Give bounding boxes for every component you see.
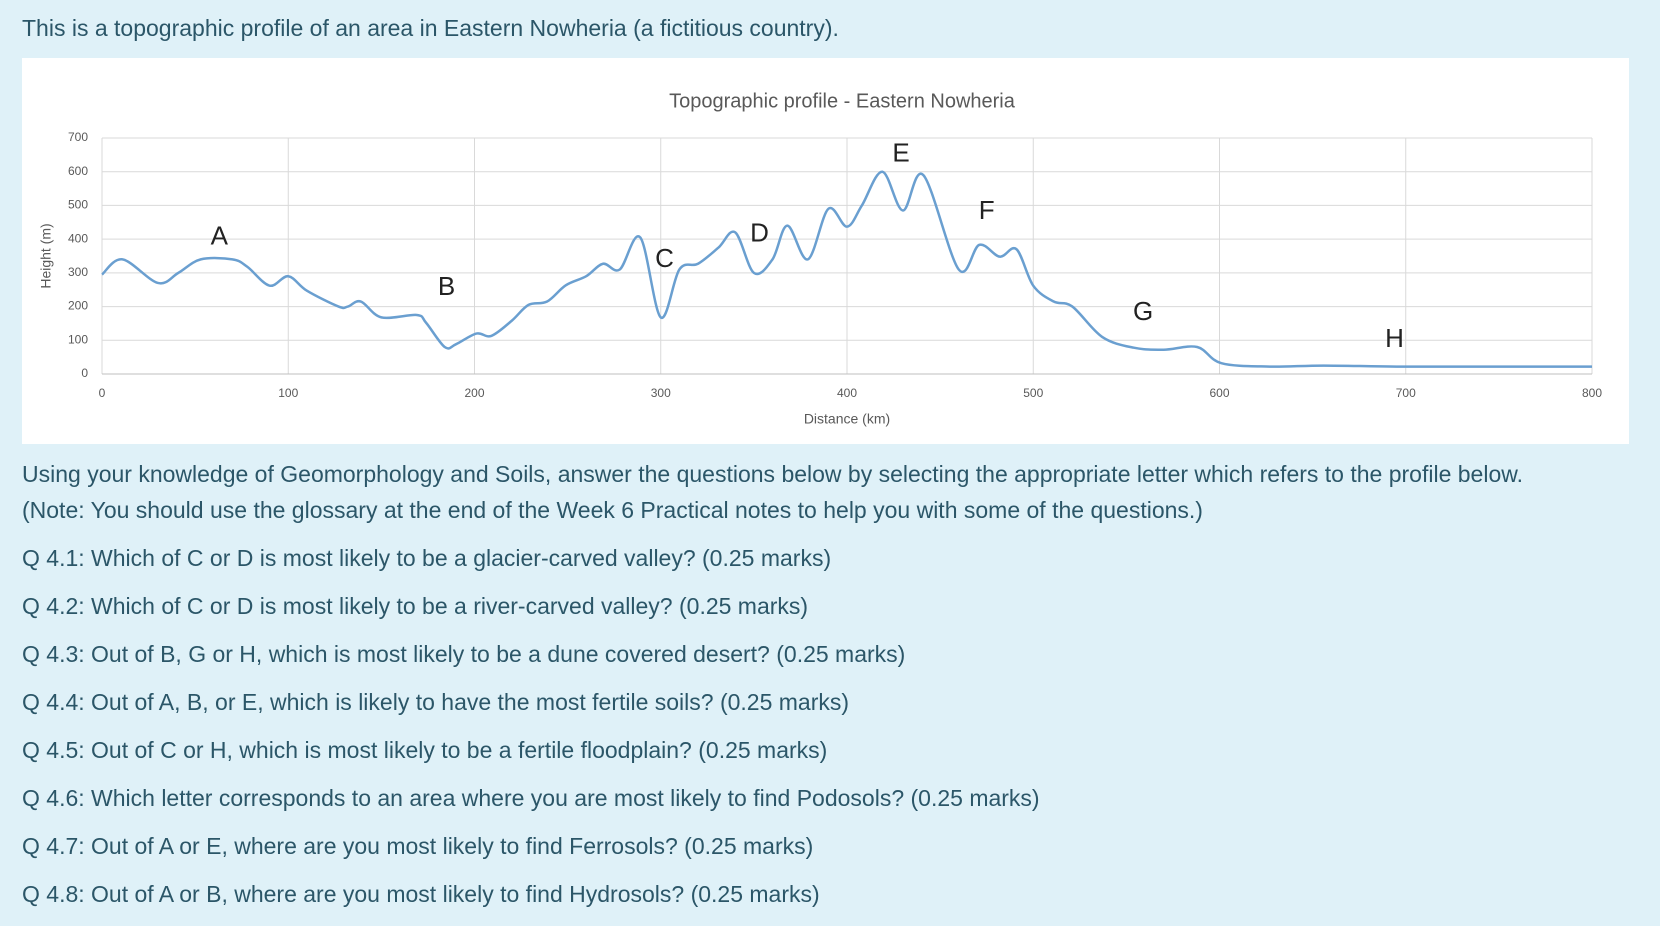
annotation-label: A <box>211 220 229 250</box>
y-tick-label: 500 <box>68 198 88 212</box>
x-tick-label: 0 <box>99 386 106 400</box>
y-axis-label: Height (m) <box>38 223 54 288</box>
question-text: Q 4.5: Out of C or H, which is most like… <box>22 737 828 763</box>
y-tick-label: 700 <box>68 130 88 144</box>
annotation-label: H <box>1385 323 1404 353</box>
x-axis-label: Distance (km) <box>804 411 890 427</box>
question-text: Q 4.8: Out of A or B, where are you most… <box>22 881 820 907</box>
y-tick-label: 0 <box>81 366 88 380</box>
chart-title: Topographic profile - Eastern Nowheria <box>669 90 1016 112</box>
annotation-label: D <box>750 218 769 248</box>
intro-text: This is a topographic profile of an area… <box>22 15 839 41</box>
question-text: Q 4.2: Which of C or D is most likely to… <box>22 593 809 619</box>
annotation-label: E <box>892 138 909 168</box>
annotation-label: F <box>979 195 995 225</box>
annotation-label: C <box>655 243 674 273</box>
y-tick-label: 600 <box>68 164 88 178</box>
x-tick-label: 400 <box>837 386 857 400</box>
y-tick-label: 100 <box>68 332 88 346</box>
instruction-text: (Note: You should use the glossary at th… <box>22 497 1203 523</box>
chart-panel: Topographic profile - Eastern Nowheria D… <box>22 58 1629 444</box>
x-tick-label: 100 <box>278 386 298 400</box>
chart: Topographic profile - Eastern Nowheria D… <box>38 90 1603 427</box>
annotation-label: B <box>438 271 455 301</box>
y-tick-label: 200 <box>68 299 88 313</box>
question-text: Q 4.6: Which letter corresponds to an ar… <box>22 785 1040 811</box>
question-text: Q 4.4: Out of A, B, or E, which is likel… <box>22 689 850 715</box>
profile-line <box>101 170 1592 368</box>
x-tick-label: 600 <box>1209 386 1229 400</box>
x-tick-label: 700 <box>1396 386 1416 400</box>
annotation-label: G <box>1133 296 1153 326</box>
y-tick-label: 300 <box>68 265 88 279</box>
instruction-text: Using your knowledge of Geomorphology an… <box>22 461 1523 487</box>
x-tick-label: 500 <box>1023 386 1043 400</box>
question-text: Q 4.1: Which of C or D is most likely to… <box>22 545 832 571</box>
question-text: Q 4.7: Out of A or E, where are you most… <box>22 833 814 859</box>
x-tick-label: 200 <box>464 386 484 400</box>
x-tick-label: 300 <box>651 386 671 400</box>
x-tick-label: 800 <box>1582 386 1602 400</box>
y-tick-label: 400 <box>68 231 88 245</box>
question-text: Q 4.3: Out of B, G or H, which is most l… <box>22 641 906 667</box>
